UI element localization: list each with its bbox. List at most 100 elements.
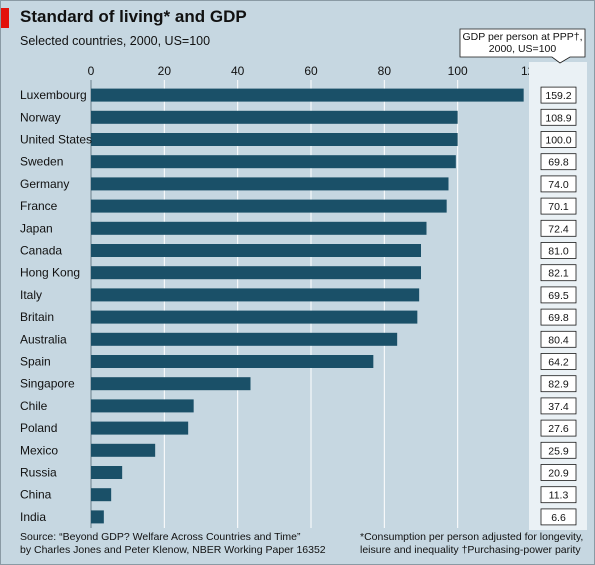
bars [91,88,524,524]
bar [91,244,421,257]
category-label: Hong Kong [20,266,80,280]
bar [91,399,194,413]
bar [91,488,112,502]
category-label: Canada [20,244,62,258]
footnote-line-1: *Consumption per person adjusted for lon… [360,531,584,543]
category-label: China [20,488,52,502]
category-label: Russia [20,466,57,480]
gdp-callout-label: 2000, US=100 [489,43,557,55]
category-label: Spain [20,355,51,369]
gdp-value-box [540,375,577,393]
x-tick-label: 60 [304,64,318,78]
gdp-value-box [540,441,577,459]
gdp-value: 74.0 [548,179,569,191]
category-label: United States [20,133,92,147]
footnote: *Consumption per person adjusted for lon… [360,531,588,557]
x-tick-label: 80 [378,64,392,78]
gdp-value: 37.4 [548,401,569,413]
gdp-value-box [540,264,577,282]
category-label: Poland [20,421,57,435]
gdp-value-box [540,153,577,171]
gdp-value: 20.9 [548,468,569,480]
bar [91,443,156,457]
gdp-value-box [540,242,577,259]
gdp-value: 82.9 [548,379,569,391]
bar [91,133,458,146]
gdp-value-box [540,464,577,481]
category-label: Singapore [20,377,75,391]
gdp-value: 27.6 [548,423,569,435]
gdp-value-box [540,86,577,104]
x-axis-ticks: 020406080100120 [88,64,542,78]
gdp-value-box [540,330,577,348]
gdp-value-box [540,131,577,148]
bar [91,355,374,368]
gdp-value: 69.5 [548,290,569,302]
gdp-value-box [540,308,577,326]
bar [91,199,447,213]
bar [91,221,427,235]
bar [91,266,421,280]
category-label: Australia [20,332,67,346]
chart-title: Standard of living* and GDP [20,7,247,26]
x-tick-label: 40 [231,64,245,78]
gdp-value: 70.1 [548,201,569,213]
gdp-value-box [540,286,577,304]
gdp-value: 81.0 [548,246,569,258]
gdp-value: 69.8 [548,157,569,169]
bar [91,510,104,524]
gdp-value-box [540,353,577,370]
source-line-2: by Charles Jones and Peter Klenow, NBER … [20,544,326,556]
x-tick-label: 100 [448,64,468,78]
gdp-value: 80.4 [548,334,569,346]
bar [91,421,189,435]
gridlines [90,80,532,528]
x-tick-label: 20 [158,64,172,78]
chart-subtitle: Selected countries, 2000, US=100 [20,34,211,48]
gdp-value: 159.2 [545,90,571,102]
category-label: Norway [20,110,61,124]
gdp-value: 100.0 [545,135,571,147]
gdp-value-box [540,197,577,215]
gdp-value-box [540,397,577,415]
x-tick-label: 0 [88,64,95,78]
category-labels: Luxembourg Norway United States Sweden Germa… [20,88,92,524]
gdp-value: 69.8 [548,312,569,324]
source-note: Source: “Beyond GDP? Welfare Across Coun… [20,531,350,557]
gdp-value-box [540,175,577,193]
bar [91,177,449,191]
bar [91,466,123,479]
category-label: France [20,199,58,213]
brand-red-tab [1,8,9,28]
category-label: Sweden [20,155,63,169]
category-label: Italy [20,288,42,302]
category-label: Germany [20,177,69,191]
gdp-value: 11.3 [549,490,569,502]
gdp-value-box [540,108,577,126]
gdp-value-box [540,508,577,526]
gdp-value: 108.9 [545,112,571,124]
bar [91,310,418,324]
source-line-1: Source: “Beyond GDP? Welfare Across Coun… [20,531,301,543]
category-label: Luxembourg [20,88,87,102]
gdp-value: 72.4 [548,223,569,235]
gdp-value: 82.1 [548,268,569,280]
bar [91,155,456,169]
category-label: India [20,510,46,524]
gdp-value: 64.2 [548,357,569,369]
gdp-value: 6.6 [551,512,566,524]
category-label: Japan [20,221,53,235]
bar [91,377,251,391]
bar [91,332,398,346]
category-label: Britain [20,310,54,324]
gdp-callout-label: GDP per person at PPP†, [462,31,582,43]
bar [91,88,524,102]
gdp-value-box [540,419,577,437]
bar [91,288,420,302]
category-label: Mexico [20,443,58,457]
gdp-value-box [540,219,577,237]
gdp-value: 25.9 [548,445,569,457]
gdp-callout-shape [459,28,586,64]
category-label: Chile [20,399,48,413]
